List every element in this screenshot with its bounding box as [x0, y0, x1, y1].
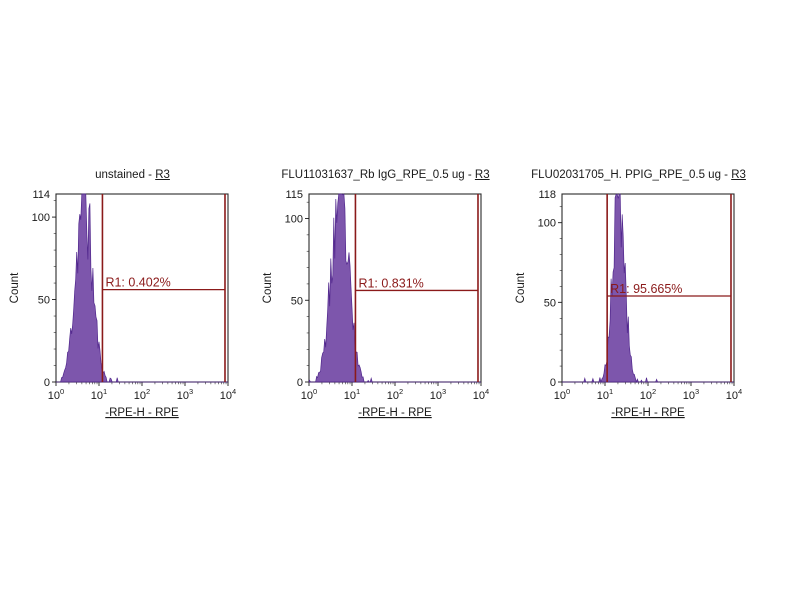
x-tick-label: 103: [430, 387, 446, 402]
x-axis-label[interactable]: -RPE-H - RPE: [358, 407, 432, 419]
x-tick-label: 101: [344, 387, 360, 402]
x-tick-label: 102: [134, 387, 150, 402]
x-tick-label: 100: [554, 387, 570, 402]
y-tick-label: 50: [544, 297, 556, 309]
chart-title: FLU11031637_Rb IgG_RPE_0.5 ug - R3: [259, 166, 512, 184]
histogram-panel-ppig: FLU02031705_H. PPIG_RPE_0.5 ug - R3 100 1…: [512, 166, 765, 428]
x-tick-label: 104: [220, 387, 236, 402]
x-tick-label: 102: [640, 387, 656, 402]
y-tick-label: 0: [550, 377, 556, 389]
y-tick-label: 50: [38, 295, 50, 307]
histogram-plot: 100 101 102 103 104 0 50 100 118 Count -RPE-H - RP…: [515, 189, 742, 419]
chart-title-text: FLU02031705_H. PPIG_RPE_0.5 ug -: [531, 169, 732, 181]
x-tick-label: 100: [48, 387, 64, 402]
y-tick-label: 100: [285, 214, 303, 226]
x-tick-label: 104: [473, 387, 489, 402]
chart-title: FLU02031705_H. PPIG_RPE_0.5 ug - R3: [512, 166, 765, 184]
histogram-plot: 100 101 102 103 104 0 50 100 114 Count -RPE-H - RP…: [9, 189, 236, 419]
histogram-curve: [562, 193, 734, 384]
count-axis-label: Count: [515, 272, 527, 303]
y-max-label: 115: [285, 189, 303, 201]
count-axis-label: Count: [262, 272, 274, 303]
y-max-label: 118: [538, 189, 556, 201]
x-tick-label: 104: [726, 387, 742, 402]
x-tick-label: 102: [387, 387, 403, 402]
chart-title-text: FLU11031637_Rb IgG_RPE_0.5 ug -: [281, 169, 475, 181]
x-tick-label: 103: [177, 387, 193, 402]
histogram-panel-igg-control: FLU11031637_Rb IgG_RPE_0.5 ug - R3 100 10…: [259, 166, 512, 428]
x-tick-label: 101: [91, 387, 107, 402]
histogram-plot: 100 101 102 103 104 0 50 100 115 Count -RPE-H - RP…: [262, 189, 489, 419]
gate-link[interactable]: R3: [155, 169, 170, 181]
x-tick-label: 103: [683, 387, 699, 402]
y-tick-label: 50: [291, 295, 303, 307]
gate-label: R1: 0.402%: [105, 276, 170, 290]
x-axis-label[interactable]: -RPE-H - RPE: [611, 407, 685, 419]
x-axis-label[interactable]: -RPE-H - RPE: [105, 407, 179, 419]
chart-title: unstained - R3: [6, 166, 259, 184]
histogram-panel-unstained: unstained - R3 100 101 102 103 104 0 50 100 114 C…: [6, 166, 259, 428]
count-axis-label: Count: [9, 272, 21, 303]
x-tick-label: 100: [301, 387, 317, 402]
y-max-label: 114: [32, 189, 50, 201]
y-tick-label: 0: [44, 377, 50, 389]
y-tick-label: 0: [297, 377, 303, 389]
y-tick-label: 100: [32, 212, 50, 224]
chart-title-text: unstained -: [95, 169, 156, 181]
x-tick-label: 101: [597, 387, 613, 402]
y-tick-label: 100: [538, 218, 556, 230]
gate-link[interactable]: R3: [474, 169, 490, 181]
histogram-curve: [56, 193, 228, 383]
histogram-curve: [308, 193, 481, 383]
gate-link[interactable]: R3: [731, 169, 746, 181]
gate-label: R1: 0.831%: [358, 276, 423, 290]
histogram-row: unstained - R3 100 101 102 103 104 0 50 100 114 C…: [6, 166, 765, 428]
gate-label: R1: 95.665%: [610, 282, 682, 296]
